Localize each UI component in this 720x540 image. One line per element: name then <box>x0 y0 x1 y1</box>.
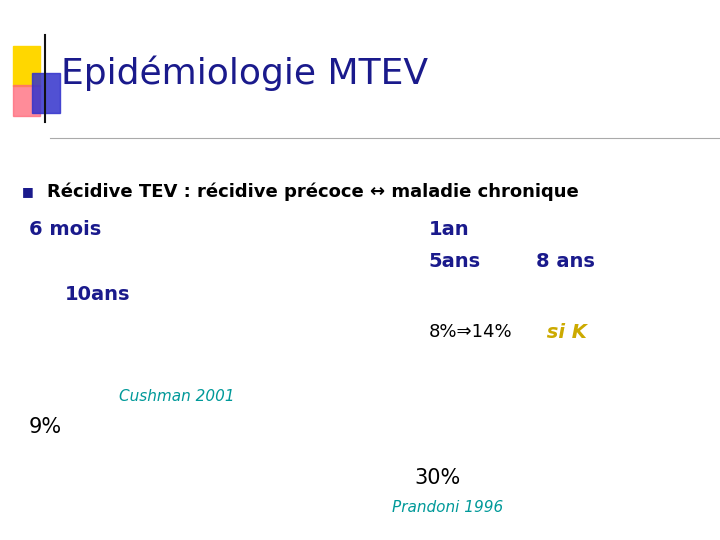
Text: 8%⇒14%: 8%⇒14% <box>428 323 512 341</box>
Text: Epidémiologie MTEV: Epidémiologie MTEV <box>61 55 428 91</box>
Text: 8 ans: 8 ans <box>536 252 595 272</box>
Bar <box>13 85 40 116</box>
Text: 9%: 9% <box>29 416 62 437</box>
Text: ■: ■ <box>22 185 33 198</box>
Text: 5ans: 5ans <box>428 252 480 272</box>
Text: 1an: 1an <box>428 220 469 239</box>
Text: 10ans: 10ans <box>65 285 130 304</box>
Text: Récidive TEV : récidive précoce ↔ maladie chronique: Récidive TEV : récidive précoce ↔ maladi… <box>47 183 579 201</box>
Text: Cushman 2001: Cushman 2001 <box>119 389 235 404</box>
Text: Prandoni 1996: Prandoni 1996 <box>392 500 504 515</box>
Text: 6 mois: 6 mois <box>29 220 101 239</box>
Text: 30%: 30% <box>414 468 460 488</box>
Text: si K: si K <box>540 322 587 342</box>
Bar <box>32 73 60 113</box>
Bar <box>13 46 40 86</box>
